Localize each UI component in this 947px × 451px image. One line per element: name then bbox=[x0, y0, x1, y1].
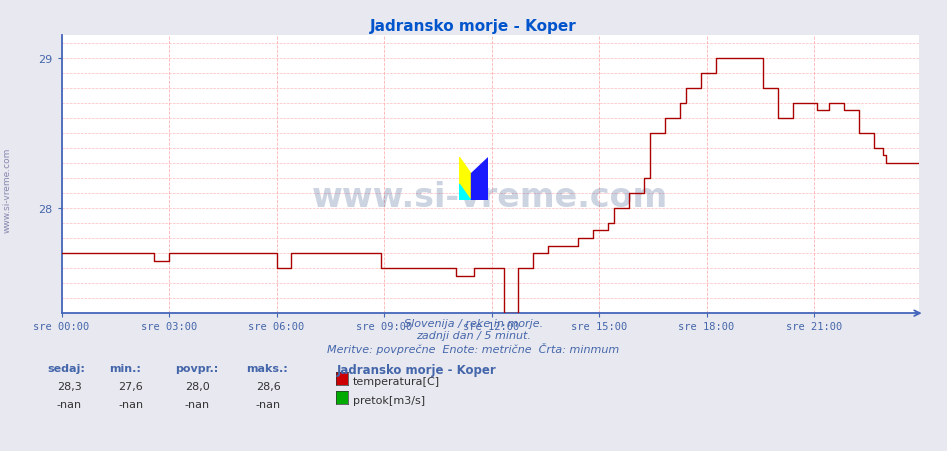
Text: Meritve: povprečne  Enote: metrične  Črta: minmum: Meritve: povprečne Enote: metrične Črta:… bbox=[328, 342, 619, 354]
Polygon shape bbox=[459, 158, 471, 201]
Text: povpr.:: povpr.: bbox=[175, 363, 219, 373]
Text: sedaj:: sedaj: bbox=[47, 363, 85, 373]
Text: 28,3: 28,3 bbox=[57, 381, 81, 391]
Polygon shape bbox=[459, 184, 471, 201]
Text: Slovenija / reke in morje.: Slovenija / reke in morje. bbox=[404, 318, 543, 328]
Text: www.si-vreme.com: www.si-vreme.com bbox=[3, 147, 12, 232]
Text: zadnji dan / 5 minut.: zadnji dan / 5 minut. bbox=[416, 330, 531, 340]
Text: 28,0: 28,0 bbox=[185, 381, 209, 391]
Text: min.:: min.: bbox=[109, 363, 141, 373]
Text: Jadransko morje - Koper: Jadransko morje - Koper bbox=[370, 19, 577, 34]
Text: temperatura[C]: temperatura[C] bbox=[353, 376, 440, 386]
Text: 28,6: 28,6 bbox=[256, 381, 280, 391]
Text: -nan: -nan bbox=[256, 399, 281, 409]
Polygon shape bbox=[471, 158, 488, 201]
Text: Jadransko morje - Koper: Jadransko morje - Koper bbox=[336, 363, 496, 376]
Text: -nan: -nan bbox=[118, 399, 144, 409]
Text: pretok[m3/s]: pretok[m3/s] bbox=[353, 395, 425, 405]
Text: 27,6: 27,6 bbox=[118, 381, 143, 391]
Text: www.si-vreme.com: www.si-vreme.com bbox=[312, 180, 669, 213]
Text: -nan: -nan bbox=[57, 399, 82, 409]
Text: maks.:: maks.: bbox=[246, 363, 288, 373]
Text: -nan: -nan bbox=[185, 399, 210, 409]
